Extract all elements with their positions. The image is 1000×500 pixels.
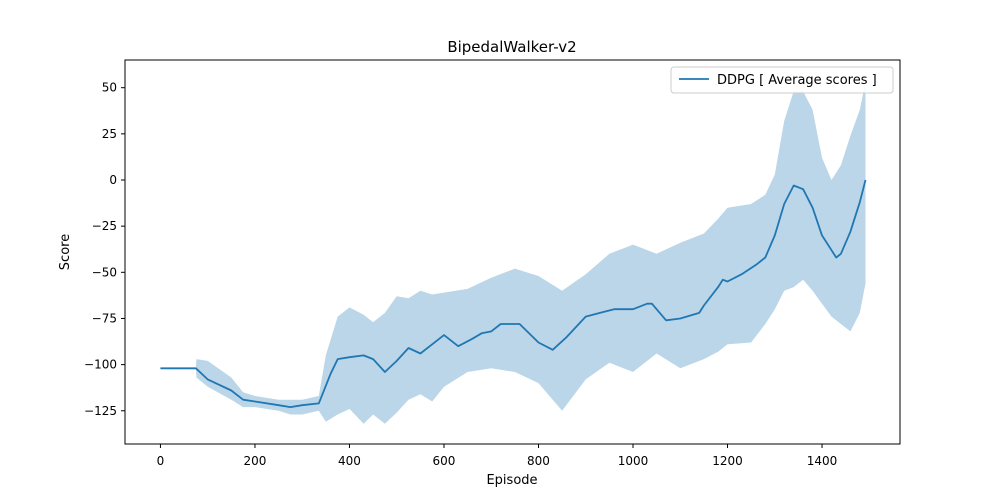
x-tick-label: 1200 xyxy=(712,454,743,468)
y-axis: −125 −100 −75 −50 −25 0 25 50 xyxy=(84,81,125,418)
y-tick-label: −75 xyxy=(92,311,117,325)
x-tick-label: 1400 xyxy=(807,454,838,468)
y-tick-label: 50 xyxy=(102,81,117,95)
x-tick-label: 800 xyxy=(527,454,550,468)
x-tick-label: 1000 xyxy=(618,454,649,468)
x-tick-label: 200 xyxy=(244,454,267,468)
y-tick-label: 0 xyxy=(109,173,117,187)
x-tick-label: 400 xyxy=(338,454,361,468)
y-tick-label: 25 xyxy=(102,127,117,141)
legend-entry-ddpg: DDPG [ Average scores ] xyxy=(717,73,877,88)
y-tick-label: −50 xyxy=(92,265,117,279)
y-tick-label: −25 xyxy=(92,219,117,233)
y-tick-label: −100 xyxy=(84,358,117,372)
average-score-line xyxy=(160,179,867,408)
x-tick-label: 600 xyxy=(433,454,456,468)
chart-title: BipedalWalker-v2 xyxy=(447,38,576,56)
plot-area xyxy=(160,82,867,424)
chart-title-text: BipedalWalker-v2 xyxy=(447,38,576,56)
y-axis-label: Score xyxy=(58,234,73,270)
plot-frame xyxy=(124,59,901,445)
x-axis: 0 200 400 600 800 1000 1200 1400 xyxy=(157,444,838,468)
y-tick-label: −125 xyxy=(84,404,117,418)
legend: DDPG [ Average scores ] xyxy=(670,66,894,94)
x-axis-label: Episode xyxy=(486,473,537,488)
x-tick-label: 0 xyxy=(157,454,165,468)
score-band xyxy=(160,82,866,424)
legend-box xyxy=(670,66,894,94)
